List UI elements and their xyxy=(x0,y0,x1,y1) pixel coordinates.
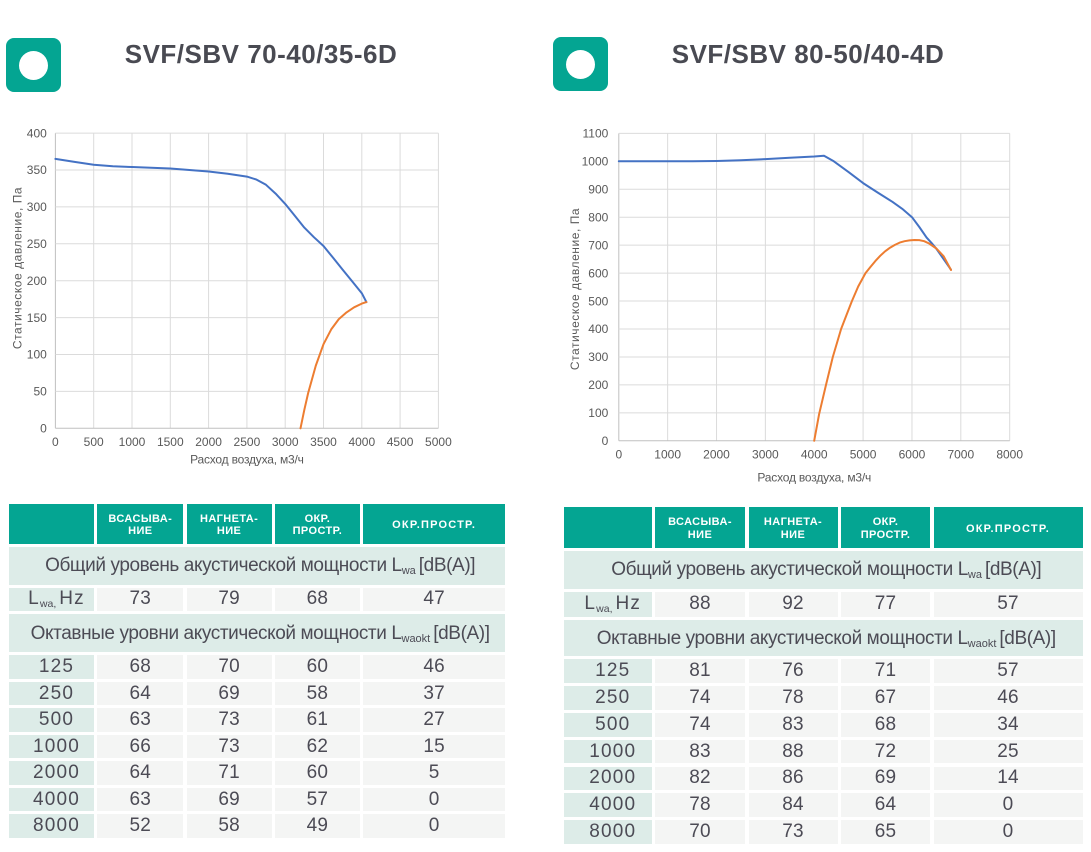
svg-text:Статическое давление, Па: Статическое давление, Па xyxy=(11,187,25,349)
svg-text:200: 200 xyxy=(588,378,608,392)
svg-text:100: 100 xyxy=(588,406,608,420)
svg-text:600: 600 xyxy=(588,266,608,280)
svg-text:3000: 3000 xyxy=(752,447,779,461)
svg-text:Расход воздуха, м3/ч: Расход воздуха, м3/ч xyxy=(757,471,871,485)
svg-text:400: 400 xyxy=(27,126,47,140)
svg-text:800: 800 xyxy=(588,210,608,224)
svg-text:1000: 1000 xyxy=(582,155,609,169)
svg-text:4000: 4000 xyxy=(348,435,375,449)
svg-text:3000: 3000 xyxy=(272,435,299,449)
svg-text:0: 0 xyxy=(40,422,47,436)
svg-text:8000: 8000 xyxy=(996,447,1023,461)
svg-text:3500: 3500 xyxy=(310,435,337,449)
svg-text:2000: 2000 xyxy=(703,447,730,461)
svg-text:5000: 5000 xyxy=(850,447,877,461)
svg-text:1500: 1500 xyxy=(157,435,184,449)
svg-text:300: 300 xyxy=(27,200,47,214)
svg-text:500: 500 xyxy=(588,294,608,308)
svg-text:200: 200 xyxy=(27,274,47,288)
svg-text:Расход воздуха, м3/ч: Расход воздуха, м3/ч xyxy=(190,453,304,467)
svg-text:0: 0 xyxy=(615,447,622,461)
svg-text:500: 500 xyxy=(84,435,104,449)
svg-text:50: 50 xyxy=(33,385,47,399)
svg-text:0: 0 xyxy=(602,434,609,448)
svg-text:2500: 2500 xyxy=(234,435,261,449)
svg-text:100: 100 xyxy=(27,348,47,362)
svg-text:4000: 4000 xyxy=(801,447,828,461)
svg-text:900: 900 xyxy=(588,182,608,196)
svg-text:Статическое давление, Па: Статическое давление, Па xyxy=(568,208,582,370)
svg-text:350: 350 xyxy=(27,163,47,177)
svg-text:300: 300 xyxy=(588,350,608,364)
svg-text:0: 0 xyxy=(52,435,59,449)
svg-text:2000: 2000 xyxy=(195,435,222,449)
svg-text:150: 150 xyxy=(27,311,47,325)
svg-text:4500: 4500 xyxy=(387,435,414,449)
svg-text:250: 250 xyxy=(27,237,47,251)
svg-text:1100: 1100 xyxy=(582,127,608,141)
svg-text:5000: 5000 xyxy=(425,435,452,449)
svg-text:1000: 1000 xyxy=(119,435,146,449)
svg-text:7000: 7000 xyxy=(947,447,974,461)
svg-text:6000: 6000 xyxy=(899,447,926,461)
svg-text:1000: 1000 xyxy=(654,447,681,461)
svg-text:400: 400 xyxy=(588,322,608,336)
svg-text:700: 700 xyxy=(588,238,608,252)
